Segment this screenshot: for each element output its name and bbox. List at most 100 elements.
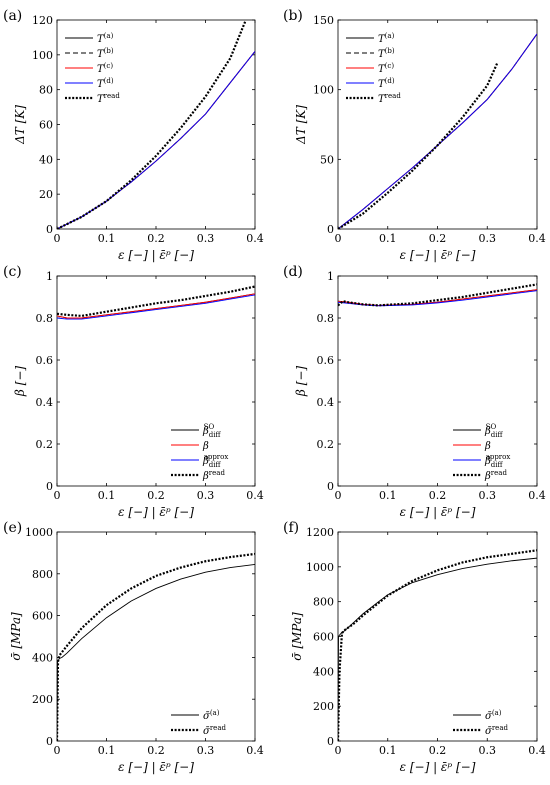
x-tick-label: 0.3 (197, 489, 215, 502)
legend-entry-sup: read (209, 469, 226, 477)
x-tick-label: 0.3 (479, 232, 497, 245)
series-line-read (57, 285, 255, 318)
x-tick-label: 0 (54, 489, 61, 502)
x-tick-label: 0.2 (147, 744, 165, 757)
y-tick-label: 0 (46, 735, 53, 748)
y-tick-label: 20 (39, 188, 53, 201)
panel-label: (c) (3, 264, 22, 280)
y-tick-label: 0 (46, 480, 53, 493)
y-tick-label: 0.2 (36, 438, 54, 451)
y-tick-label: 1 (46, 270, 53, 283)
legend-entry-name: T (378, 94, 386, 105)
y-tick-label: 400 (313, 665, 334, 678)
series-line-d (57, 51, 255, 229)
legend-entry-sup: (a) (210, 709, 220, 717)
legend-entry: T(d) (97, 77, 114, 90)
y-tick-label: 120 (32, 14, 53, 27)
x-tick-label: 0.1 (98, 232, 116, 245)
legend-entry-sup: (d) (385, 77, 395, 85)
legend-entry-name: T (378, 79, 386, 90)
legend-entry-name: T (97, 34, 105, 45)
y-tick-label: 0.6 (317, 354, 335, 367)
x-tick-label: 0.1 (98, 489, 116, 502)
y-tick-label: 600 (32, 610, 53, 623)
legend-entry-name: σ̄ (203, 726, 211, 737)
y-tick-label: 0.4 (317, 396, 335, 409)
legend-entry-name: T (378, 64, 386, 75)
y-tick-label: 800 (313, 596, 334, 609)
y-tick-label: 600 (313, 631, 334, 644)
series-line-read (57, 21, 247, 229)
y-axis-label: ΔT [K] (13, 105, 27, 145)
y-tick-label: 0.8 (317, 312, 335, 325)
legend-entry-sup: (a) (104, 32, 114, 40)
panel-label: (b) (283, 8, 303, 24)
legend-entry: T(b) (97, 47, 114, 60)
legend-entry-sup: (a) (385, 32, 395, 40)
series-line-c (57, 51, 255, 229)
legend-entry-name: β (484, 471, 491, 482)
x-tick-label: 0.4 (246, 489, 264, 502)
y-tick-label: 0 (327, 223, 334, 236)
legend-entry-name: β (484, 441, 491, 452)
series-line-beta (57, 293, 255, 319)
plot-frame (56, 19, 256, 230)
panel-label: (d) (283, 264, 303, 280)
y-tick-label: 100 (313, 84, 334, 97)
legend-entry-name: β (202, 441, 209, 452)
legend-entry: σ̄read (485, 724, 508, 737)
legend-entry-sub: diff (491, 461, 504, 469)
legend-entry-sup: (a) (492, 709, 502, 717)
legend-entry: β (202, 441, 209, 452)
legend-entry-name: σ̄ (203, 711, 211, 722)
x-axis-label: ε [−] | ε̄ᵖ [−] (400, 248, 476, 262)
series-line-b (338, 33, 537, 229)
y-tick-label: 0.6 (36, 354, 54, 367)
x-axis-label: ε [−] | ε̄ᵖ [−] (400, 505, 476, 519)
y-tick-label: 0 (327, 480, 334, 493)
y-axis-label: σ̄ [MPa] (9, 612, 23, 661)
x-tick-label: 0.4 (246, 232, 264, 245)
legend-entry-sup: approx (486, 453, 511, 461)
x-tick-label: 0.2 (147, 232, 165, 245)
y-tick-label: 1 (327, 270, 334, 283)
legend-entry-sup: read (210, 724, 227, 732)
y-tick-label: 60 (39, 119, 53, 132)
x-axis-label: ε [−] | ε̄ᵖ [−] (400, 760, 476, 774)
series-line-read (338, 62, 499, 229)
legend-entry-name: β (202, 471, 209, 482)
y-tick-label: 800 (32, 568, 53, 581)
series-line-approx (57, 294, 255, 320)
x-tick-label: 0.1 (379, 489, 397, 502)
y-tick-label: 200 (32, 693, 53, 706)
legend-entry-sup: (b) (104, 47, 114, 55)
y-tick-label: 1000 (306, 561, 334, 574)
legend-entry-sup: (b) (385, 47, 395, 55)
legend: T(a)T(b)T(c)T(d)Tread (346, 32, 401, 105)
y-tick-label: 0.2 (317, 438, 335, 451)
legend-entry-name: T (378, 34, 386, 45)
series-line-read (338, 549, 537, 741)
x-tick-label: 0.3 (197, 232, 215, 245)
panel-label: (a) (3, 8, 22, 24)
y-tick-label: 0 (46, 223, 53, 236)
legend-entry: βdiffapprox (484, 453, 510, 469)
series-line-a (57, 563, 255, 741)
legend-entry-sup: SO (486, 423, 497, 431)
y-tick-label: 100 (32, 49, 53, 62)
legend-entry: βread (202, 469, 225, 482)
x-tick-label: 0.1 (379, 232, 397, 245)
x-tick-label: 0.2 (147, 489, 165, 502)
chart-panel-e: 0 0.1 0.2 0.3 0.4 0 200 400 600 800 1000 ε [−] | ε̄… (3, 520, 264, 774)
legend-entry: T(a) (378, 32, 395, 45)
legend-entry-name: T (97, 49, 105, 60)
y-tick-label: 0.8 (36, 312, 54, 325)
legend-entry-sub: diff (209, 461, 222, 469)
legend: σ̄(a)σ̄read (171, 709, 226, 737)
x-tick-label: 0 (54, 744, 61, 757)
legend-entry: T(c) (97, 62, 113, 75)
x-tick-label: 0.1 (98, 744, 116, 757)
legend-entry-name: β (202, 426, 209, 437)
